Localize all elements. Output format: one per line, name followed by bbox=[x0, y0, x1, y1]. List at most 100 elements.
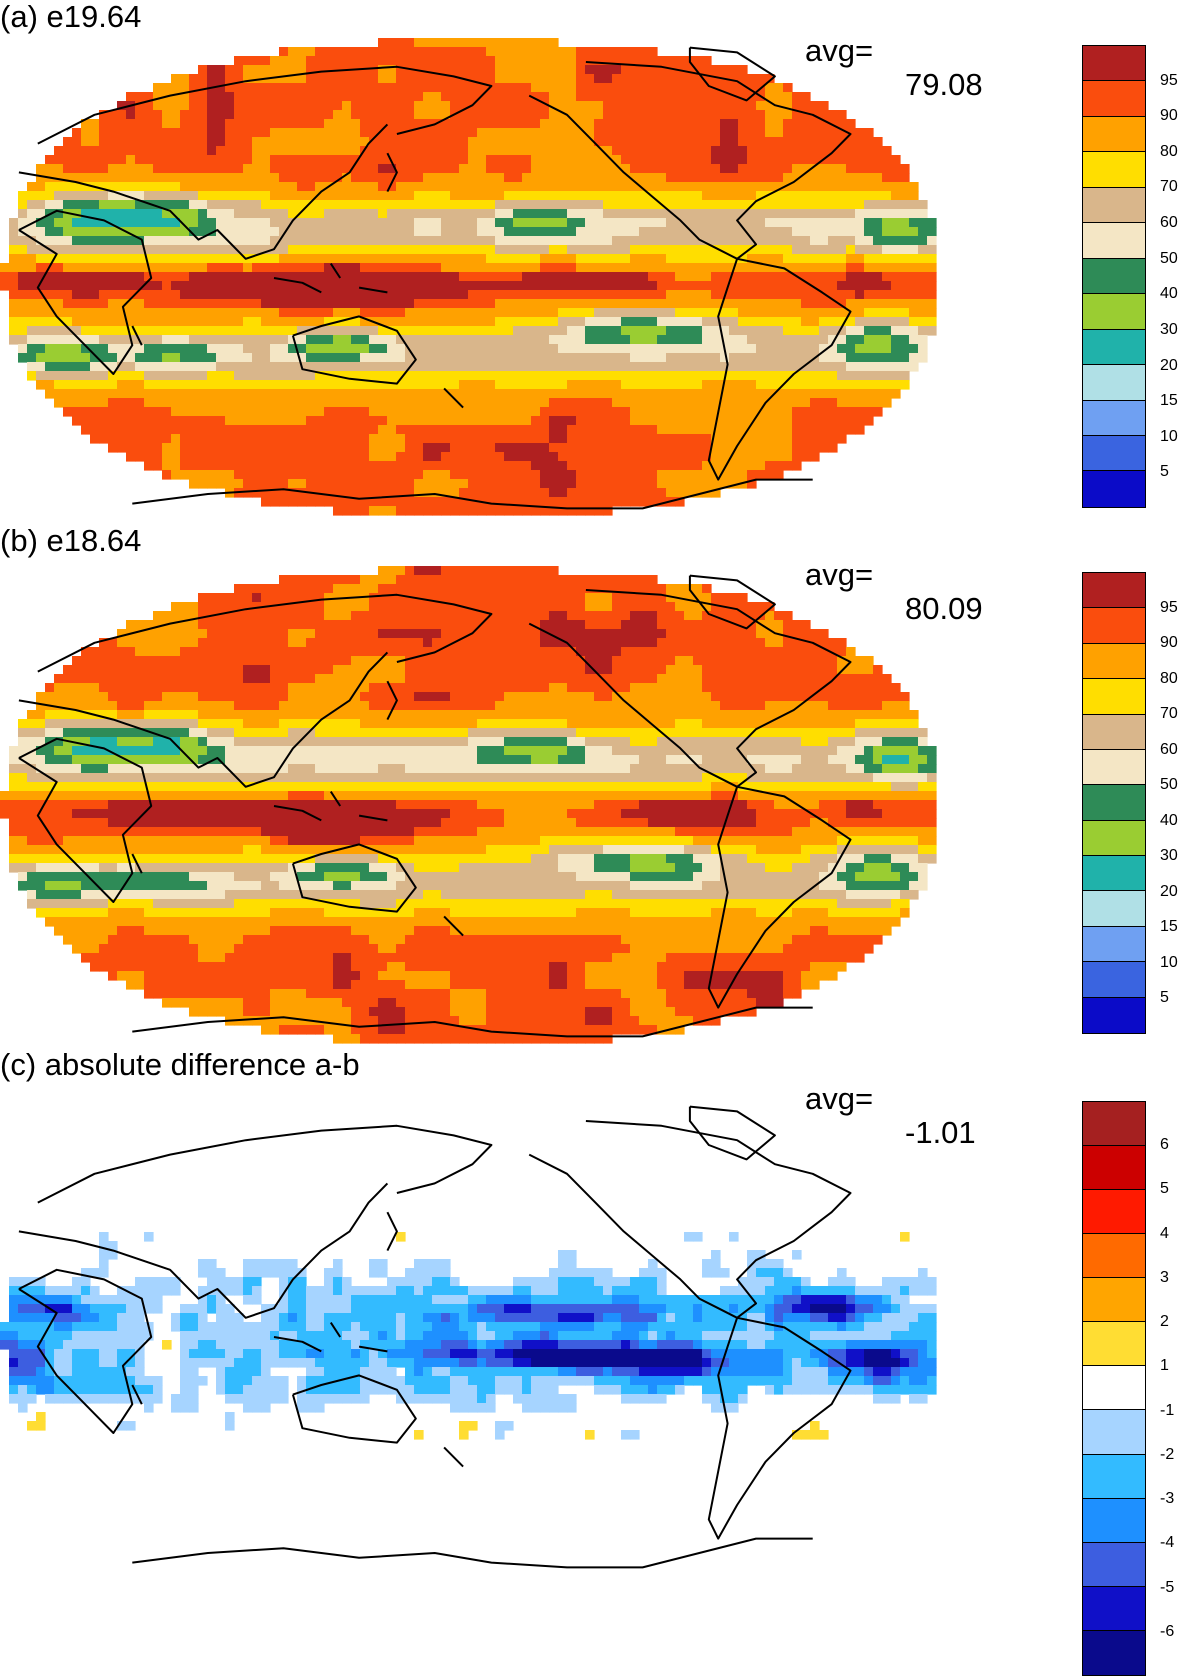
field-cells bbox=[0, 566, 937, 1044]
colorbar-box bbox=[1083, 1322, 1145, 1367]
map-field bbox=[0, 566, 937, 1044]
colorbar-box bbox=[1083, 258, 1145, 295]
colorbar-label: 90 bbox=[1160, 634, 1178, 652]
colorbar-label: 40 bbox=[1160, 811, 1178, 829]
colorbar-label: -1 bbox=[1160, 1401, 1175, 1419]
colorbar-box bbox=[1083, 1454, 1145, 1499]
colorbar-box bbox=[1083, 400, 1145, 436]
panel-title: (a) e19.64 bbox=[0, 0, 142, 34]
avg-readout: avg= 80.09 bbox=[0, 524, 1000, 660]
colorbar-label: -2 bbox=[1160, 1445, 1175, 1463]
colorbar-box bbox=[1083, 573, 1145, 609]
colorbar-label: 80 bbox=[1160, 669, 1178, 687]
colorbar-box bbox=[1083, 1190, 1145, 1235]
colorbar bbox=[1082, 45, 1146, 508]
coastlines bbox=[18, 46, 852, 510]
colorbar bbox=[1082, 1101, 1146, 1676]
colorbar-label: 90 bbox=[1160, 107, 1178, 125]
panel-title: (b) e18.64 bbox=[0, 523, 142, 558]
colorbar-box bbox=[1083, 1102, 1145, 1147]
colorbar-box bbox=[1083, 962, 1145, 998]
colorbar-box bbox=[1083, 926, 1145, 963]
avg-readout: avg= -1.01 bbox=[0, 1048, 1000, 1184]
avg-value: 80.09 bbox=[905, 591, 983, 626]
coastlines bbox=[18, 1105, 852, 1569]
colorbar-box bbox=[1083, 643, 1145, 680]
colorbar-label: 95 bbox=[1160, 71, 1178, 89]
colorbar-box bbox=[1083, 329, 1145, 366]
colorbar-box bbox=[1083, 997, 1145, 1033]
colorbar-label: 3 bbox=[1160, 1268, 1169, 1286]
colorbar-label: 2 bbox=[1160, 1313, 1169, 1331]
colorbar-box bbox=[1083, 1278, 1145, 1323]
colorbar-label: -4 bbox=[1160, 1534, 1175, 1552]
coastlines bbox=[18, 574, 852, 1038]
colorbar-label: 70 bbox=[1160, 705, 1178, 723]
avg-label: avg= bbox=[805, 1081, 874, 1116]
colorbar-box bbox=[1083, 1542, 1145, 1587]
colorbar-label: 30 bbox=[1160, 320, 1178, 338]
colorbar-box bbox=[1083, 714, 1145, 750]
colorbar-box bbox=[1083, 1498, 1145, 1543]
colorbar-label: 20 bbox=[1160, 356, 1178, 374]
colorbar-box bbox=[1083, 187, 1145, 224]
colorbar-label: 60 bbox=[1160, 214, 1178, 232]
colorbar-box bbox=[1083, 1410, 1145, 1455]
panel-a: (a) e19.64 avg= 79.08 95 90 80 70 60 50 40 30 20… bbox=[0, 0, 1183, 520]
colorbar-label: 5 bbox=[1160, 1180, 1169, 1198]
map-field bbox=[0, 38, 937, 516]
colorbar-label: -3 bbox=[1160, 1490, 1175, 1508]
colorbar-label: 40 bbox=[1160, 285, 1178, 303]
colorbar-label: 70 bbox=[1160, 178, 1178, 196]
colorbar-label: -6 bbox=[1160, 1622, 1175, 1640]
colorbar-label: 50 bbox=[1160, 249, 1178, 267]
colorbar-box bbox=[1083, 1234, 1145, 1279]
colorbar-label: 5 bbox=[1160, 989, 1169, 1007]
field-cells bbox=[0, 38, 937, 516]
avg-label: avg= bbox=[805, 33, 874, 68]
colorbar-box bbox=[1083, 785, 1145, 821]
colorbar-label: 15 bbox=[1160, 918, 1178, 936]
colorbar-box bbox=[1083, 1630, 1145, 1675]
colorbar-box bbox=[1083, 856, 1145, 892]
colorbar-label: 10 bbox=[1160, 953, 1178, 971]
map-field bbox=[0, 1105, 937, 1569]
colorbar-box bbox=[1083, 116, 1145, 153]
avg-label: avg= bbox=[805, 557, 874, 592]
colorbar-box bbox=[1083, 1366, 1145, 1411]
colorbar-box bbox=[1083, 46, 1145, 82]
colorbar-label: 15 bbox=[1160, 392, 1178, 410]
colorbar-label: 60 bbox=[1160, 740, 1178, 758]
colorbar-box bbox=[1083, 749, 1145, 786]
colorbar-box bbox=[1083, 294, 1145, 330]
panel-b: (b) e18.64 avg= 80.09 95 90 80 70 60 50 40 30 20… bbox=[0, 524, 1183, 1044]
avg-readout: avg= 79.08 bbox=[0, 0, 1000, 136]
avg-value: 79.08 bbox=[905, 67, 983, 102]
colorbar-label: 30 bbox=[1160, 847, 1178, 865]
colorbar-box bbox=[1083, 365, 1145, 401]
colorbar-label: 95 bbox=[1160, 598, 1178, 616]
colorbar-box bbox=[1083, 152, 1145, 188]
colorbar-box bbox=[1083, 820, 1145, 856]
colorbar-label: 6 bbox=[1160, 1136, 1169, 1154]
colorbar-box bbox=[1083, 471, 1145, 507]
avg-value: -1.01 bbox=[905, 1115, 976, 1150]
colorbar-label: 50 bbox=[1160, 776, 1178, 794]
colorbar-label: 80 bbox=[1160, 142, 1178, 160]
panel-c: (c) absolute difference a-b avg= -1.01 6… bbox=[0, 1048, 1183, 1677]
colorbar-label: 5 bbox=[1160, 463, 1169, 481]
colorbar-label: 10 bbox=[1160, 427, 1178, 445]
colorbar-label: 1 bbox=[1160, 1357, 1169, 1375]
colorbar-box bbox=[1083, 891, 1145, 927]
colorbar-box bbox=[1083, 1586, 1145, 1631]
panel-title: (c) absolute difference a-b bbox=[0, 1047, 360, 1082]
colorbar-box bbox=[1083, 223, 1145, 259]
colorbar-label: 4 bbox=[1160, 1224, 1169, 1242]
colorbar-box bbox=[1083, 81, 1145, 117]
colorbar-label: 20 bbox=[1160, 882, 1178, 900]
colorbar-box bbox=[1083, 608, 1145, 644]
colorbar-box bbox=[1083, 435, 1145, 472]
colorbar-box bbox=[1083, 679, 1145, 715]
field-cells bbox=[0, 1232, 937, 1440]
colorbar bbox=[1082, 572, 1146, 1034]
